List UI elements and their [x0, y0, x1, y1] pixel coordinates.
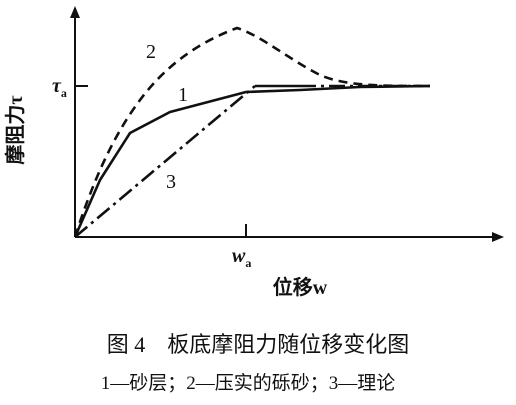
legend: 1—砂层；2—压实的砾砂；3—理论 — [101, 372, 396, 394]
curve-3 — [74, 85, 256, 238]
curve-label: 1 — [178, 84, 188, 106]
y-marker-label: τa — [52, 75, 67, 100]
curve-label: 2 — [146, 41, 156, 63]
x-axis-label: 位移w — [273, 275, 328, 299]
curve-1 — [73, 84, 431, 238]
curve-label: 3 — [166, 171, 176, 193]
x-marker-label: wa — [232, 245, 251, 270]
y-axis-label: 摩阻力τ — [3, 95, 27, 164]
caption: 图 4 板底摩阻力随位移变化图 — [107, 332, 410, 357]
curve-2 — [73, 26, 431, 238]
